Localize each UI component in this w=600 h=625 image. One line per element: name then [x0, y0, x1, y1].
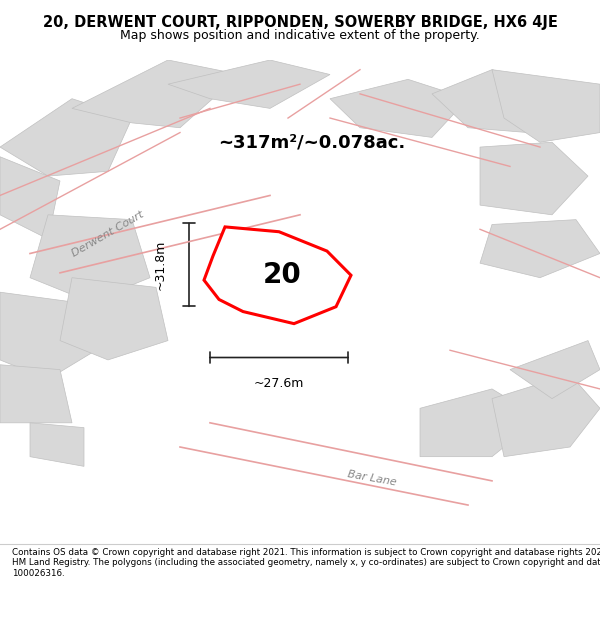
Polygon shape: [0, 99, 132, 176]
Polygon shape: [510, 341, 600, 399]
Text: ~317m²/~0.078ac.: ~317m²/~0.078ac.: [218, 133, 406, 151]
Polygon shape: [30, 215, 150, 302]
Text: Bar Lane: Bar Lane: [347, 469, 397, 488]
Polygon shape: [432, 69, 570, 132]
Polygon shape: [168, 60, 330, 108]
Polygon shape: [0, 292, 96, 379]
Text: ~27.6m: ~27.6m: [254, 377, 304, 390]
Text: 20, DERWENT COURT, RIPPONDEN, SOWERBY BRIDGE, HX6 4JE: 20, DERWENT COURT, RIPPONDEN, SOWERBY BR…: [43, 15, 557, 30]
Polygon shape: [30, 422, 84, 466]
Polygon shape: [72, 60, 240, 127]
Polygon shape: [480, 219, 600, 278]
Text: Map shows position and indicative extent of the property.: Map shows position and indicative extent…: [120, 29, 480, 42]
Polygon shape: [420, 389, 540, 457]
Polygon shape: [0, 157, 60, 239]
Polygon shape: [480, 142, 588, 215]
Polygon shape: [60, 278, 168, 360]
Polygon shape: [492, 69, 600, 142]
Polygon shape: [204, 227, 351, 324]
Text: Derwent Court: Derwent Court: [70, 209, 146, 259]
Polygon shape: [0, 365, 72, 423]
Text: 20: 20: [263, 261, 301, 289]
Text: ~31.8m: ~31.8m: [154, 239, 167, 290]
Text: Contains OS data © Crown copyright and database right 2021. This information is : Contains OS data © Crown copyright and d…: [12, 548, 600, 578]
Polygon shape: [492, 374, 600, 457]
Polygon shape: [330, 79, 468, 138]
